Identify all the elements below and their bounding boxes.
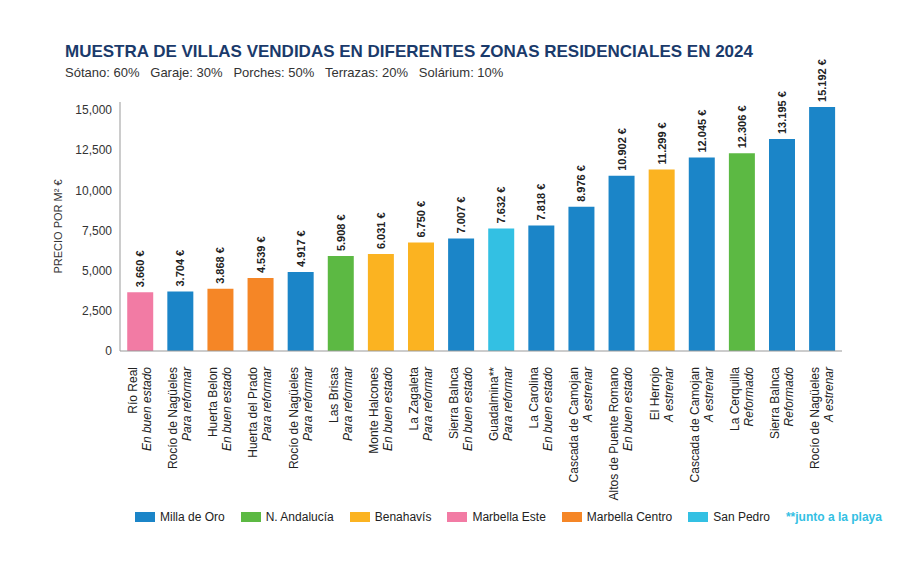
- svg-text:El HerrojoA estrenar: El HerrojoA estrenar: [648, 366, 676, 423]
- svg-text:Monte HalconesEn buen estado: Monte HalconesEn buen estado: [367, 367, 395, 454]
- svg-text:3.868 €: 3.868 €: [214, 247, 226, 284]
- svg-text:Rocío de NagüelesPara reformar: Rocío de NagüelesPara reformar: [287, 366, 315, 469]
- svg-text:15,000: 15,000: [75, 103, 112, 117]
- html-text:N. Andalucía: N. Andalucía: [265, 510, 334, 524]
- svg-text:La CarolinaEn buen estado: La CarolinaEn buen estado: [527, 367, 555, 451]
- svg-text:Huerta del PradoPara reformar: Huerta del PradoPara reformar: [246, 366, 274, 458]
- svg-text:5.908 €: 5.908 €: [335, 214, 347, 251]
- svg-text:Sierra BalncaReformado: Sierra BalncaReformado: [768, 367, 796, 439]
- html-text:MUESTRA DE VILLAS VENDIDAS EN: MUESTRA DE VILLAS VENDIDAS EN DIFERENTES…: [65, 42, 753, 61]
- svg-text:4.539 €: 4.539 €: [255, 236, 267, 273]
- svg-text:Altos de Puente RomanoEn buen: Altos de Puente RomanoEn buen estado: [607, 367, 635, 501]
- svg-text:7.007 €: 7.007 €: [455, 197, 467, 234]
- html-text:Sótano: 60% Garaje: 30% Porche: Sótano: 60% Garaje: 30% Porches: 50% Ter…: [65, 65, 504, 80]
- svg-text:10.902 €: 10.902 €: [616, 128, 628, 171]
- svg-text:Rocío de NagüelesPara reformar: Rocío de NagüelesPara reformar: [166, 366, 194, 469]
- svg-text:7.632 €: 7.632 €: [495, 187, 507, 224]
- svg-text:Rocío de NagüelesA estrenar: Rocío de NagüelesA estrenar: [808, 366, 836, 469]
- svg-text:10,000: 10,000: [75, 184, 112, 198]
- svg-text:La CerquillaReformado: La CerquillaReformado: [728, 367, 756, 431]
- svg-text:Huerta BelonEn buen estado: Huerta BelonEn buen estado: [206, 367, 234, 451]
- html-text:Milla de Oro: Milla de Oro: [160, 510, 225, 524]
- svg-text:0: 0: [105, 344, 112, 358]
- html-text:**junto a la playa: **junto a la playa: [785, 510, 882, 524]
- svg-text:4.917 €: 4.917 €: [295, 230, 307, 267]
- svg-text:Guadalmina**Para reformar: Guadalmina**Para reformar: [487, 366, 515, 441]
- html-text:Marbella Este: Marbella Este: [472, 510, 546, 524]
- svg-text:Cascada de CamojanA estrenar: Cascada de CamojanA estrenar: [567, 366, 595, 482]
- svg-text:6.750 €: 6.750 €: [415, 201, 427, 238]
- svg-text:7.818 €: 7.818 €: [535, 184, 547, 221]
- svg-text:11.299 €: 11.299 €: [656, 122, 668, 164]
- html-text:San Pedro: San Pedro: [713, 510, 770, 524]
- svg-text:12.045 €: 12.045 €: [696, 110, 708, 153]
- svg-text:Sierra BalncaEn buen estado: Sierra BalncaEn buen estado: [447, 367, 475, 451]
- svg-text:3.660 €: 3.660 €: [134, 251, 146, 288]
- svg-text:15.192 €: 15.192 €: [816, 59, 828, 102]
- svg-text:Río RealEn buen estado: Río RealEn buen estado: [126, 367, 154, 451]
- svg-text:13.195 €: 13.195 €: [776, 91, 788, 134]
- svg-text:12,500: 12,500: [75, 143, 112, 157]
- svg-text:La ZagaletaPara reformar: La ZagaletaPara reformar: [407, 366, 435, 441]
- svg-text:Cascada de CamojanA estrenar: Cascada de CamojanA estrenar: [688, 366, 716, 482]
- svg-text:7,500: 7,500: [82, 224, 112, 238]
- svg-text:8.976 €: 8.976 €: [575, 165, 587, 202]
- svg-text:3.704 €: 3.704 €: [174, 250, 186, 287]
- html-text:Benahavís: Benahavís: [374, 510, 432, 524]
- svg-text:2,500: 2,500: [82, 304, 112, 318]
- svg-text:Las BrisasPara reformar: Las BrisasPara reformar: [327, 366, 355, 441]
- svg-text:6.031 €: 6.031 €: [375, 212, 387, 249]
- html-text:Marbella Centro: Marbella Centro: [586, 510, 673, 524]
- svg-text:PRECIO POR M² €: PRECIO POR M² €: [52, 179, 64, 273]
- svg-text:12.306 €: 12.306 €: [736, 105, 748, 148]
- svg-text:5,000: 5,000: [82, 264, 112, 278]
